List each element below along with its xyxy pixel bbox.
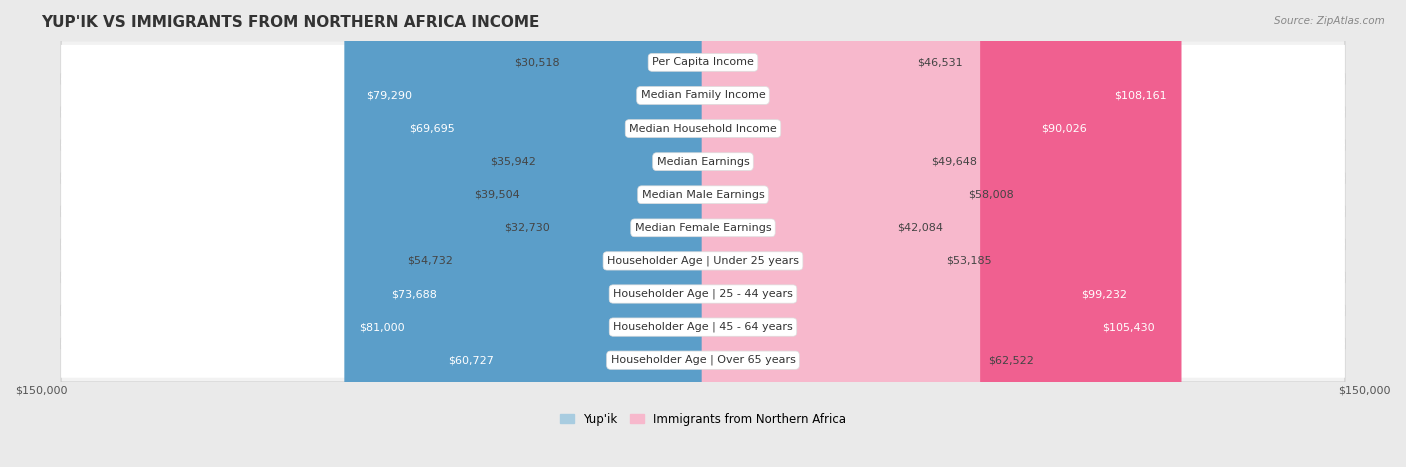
FancyBboxPatch shape	[60, 107, 1346, 150]
FancyBboxPatch shape	[527, 0, 704, 467]
FancyBboxPatch shape	[60, 78, 1346, 113]
Text: $54,732: $54,732	[406, 256, 453, 266]
FancyBboxPatch shape	[543, 0, 704, 467]
Text: $39,504: $39,504	[474, 190, 520, 200]
Text: $49,648: $49,648	[931, 156, 977, 167]
FancyBboxPatch shape	[702, 0, 939, 467]
FancyBboxPatch shape	[60, 210, 1346, 245]
FancyBboxPatch shape	[60, 272, 1346, 316]
FancyBboxPatch shape	[702, 0, 1181, 467]
FancyBboxPatch shape	[702, 0, 910, 467]
FancyBboxPatch shape	[60, 239, 1346, 283]
Text: $79,290: $79,290	[367, 91, 412, 100]
Text: YUP'IK VS IMMIGRANTS FROM NORTHERN AFRICA INCOME: YUP'IK VS IMMIGRANTS FROM NORTHERN AFRIC…	[41, 15, 540, 30]
Text: Householder Age | 25 - 44 years: Householder Age | 25 - 44 years	[613, 289, 793, 299]
Text: Median Household Income: Median Household Income	[628, 124, 778, 134]
Text: $105,430: $105,430	[1102, 322, 1154, 332]
FancyBboxPatch shape	[60, 276, 1346, 311]
FancyBboxPatch shape	[702, 0, 1170, 467]
FancyBboxPatch shape	[60, 339, 1346, 382]
Text: Median Earnings: Median Earnings	[657, 156, 749, 167]
Text: $60,727: $60,727	[449, 355, 494, 365]
FancyBboxPatch shape	[352, 0, 704, 467]
Text: $73,688: $73,688	[391, 289, 437, 299]
Text: Median Family Income: Median Family Income	[641, 91, 765, 100]
Text: Source: ZipAtlas.com: Source: ZipAtlas.com	[1274, 16, 1385, 26]
FancyBboxPatch shape	[60, 173, 1346, 217]
Text: Householder Age | Over 65 years: Householder Age | Over 65 years	[610, 355, 796, 366]
FancyBboxPatch shape	[60, 41, 1346, 84]
Text: $30,518: $30,518	[515, 57, 560, 67]
FancyBboxPatch shape	[60, 177, 1346, 212]
FancyBboxPatch shape	[460, 0, 704, 467]
FancyBboxPatch shape	[60, 45, 1346, 80]
Text: Median Male Earnings: Median Male Earnings	[641, 190, 765, 200]
Text: $46,531: $46,531	[917, 57, 963, 67]
Text: $58,008: $58,008	[967, 190, 1014, 200]
FancyBboxPatch shape	[60, 305, 1346, 349]
FancyBboxPatch shape	[567, 0, 704, 467]
FancyBboxPatch shape	[702, 0, 980, 467]
FancyBboxPatch shape	[60, 206, 1346, 250]
FancyBboxPatch shape	[702, 0, 1101, 467]
Text: $69,695: $69,695	[409, 124, 454, 134]
Text: $81,000: $81,000	[359, 322, 405, 332]
Text: $32,730: $32,730	[503, 223, 550, 233]
FancyBboxPatch shape	[60, 310, 1346, 345]
FancyBboxPatch shape	[702, 0, 890, 467]
FancyBboxPatch shape	[60, 343, 1346, 378]
Text: $62,522: $62,522	[987, 355, 1033, 365]
Text: $108,161: $108,161	[1115, 91, 1167, 100]
Text: $53,185: $53,185	[946, 256, 993, 266]
Text: Median Female Earnings: Median Female Earnings	[634, 223, 772, 233]
FancyBboxPatch shape	[377, 0, 704, 467]
FancyBboxPatch shape	[702, 0, 960, 467]
Legend: Yup'ik, Immigrants from Northern Africa: Yup'ik, Immigrants from Northern Africa	[555, 408, 851, 430]
Text: $99,232: $99,232	[1081, 289, 1128, 299]
FancyBboxPatch shape	[60, 74, 1346, 117]
FancyBboxPatch shape	[60, 243, 1346, 278]
Text: Householder Age | Under 25 years: Householder Age | Under 25 years	[607, 255, 799, 266]
Text: $35,942: $35,942	[489, 156, 536, 167]
Text: Householder Age | 45 - 64 years: Householder Age | 45 - 64 years	[613, 322, 793, 333]
FancyBboxPatch shape	[702, 0, 924, 467]
FancyBboxPatch shape	[434, 0, 704, 467]
Text: Per Capita Income: Per Capita Income	[652, 57, 754, 67]
FancyBboxPatch shape	[394, 0, 704, 467]
FancyBboxPatch shape	[60, 140, 1346, 184]
FancyBboxPatch shape	[60, 144, 1346, 179]
FancyBboxPatch shape	[702, 0, 1142, 467]
Text: $90,026: $90,026	[1042, 124, 1087, 134]
FancyBboxPatch shape	[557, 0, 704, 467]
FancyBboxPatch shape	[60, 111, 1346, 146]
FancyBboxPatch shape	[344, 0, 704, 467]
Text: $42,084: $42,084	[897, 223, 943, 233]
